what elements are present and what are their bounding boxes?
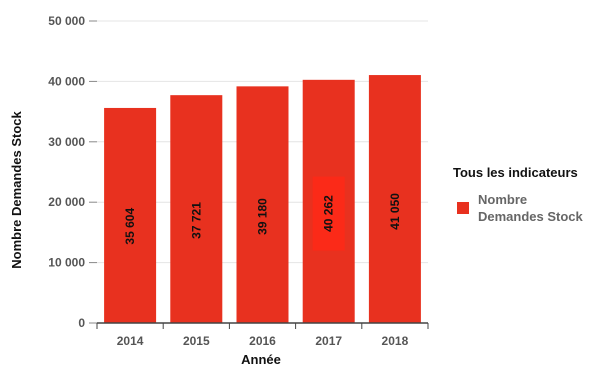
data-label-2018: 41 050 bbox=[388, 193, 402, 230]
y-tick-label: 20 000 bbox=[48, 195, 85, 209]
x-tick-label: 2016 bbox=[249, 334, 276, 348]
x-tick-label: 2014 bbox=[117, 334, 144, 348]
bars: 35 604 37 721 39 180 40 262 41 050 bbox=[104, 75, 421, 323]
y-tick-label: 10 000 bbox=[48, 256, 85, 270]
legend-title: Tous les indicateurs bbox=[453, 165, 578, 180]
bar-2015[interactable] bbox=[170, 95, 223, 323]
y-tick-label: 0 bbox=[78, 316, 85, 330]
y-axis: 0 10 000 20 000 30 000 40 000 50 000 bbox=[48, 14, 97, 330]
bar-2014[interactable] bbox=[104, 107, 157, 323]
bar-2016[interactable] bbox=[236, 86, 289, 323]
bar-2018[interactable] bbox=[368, 75, 421, 323]
y-tick-label: 40 000 bbox=[48, 74, 85, 88]
data-label-2016: 39 180 bbox=[256, 198, 270, 235]
x-axis-title: Année bbox=[241, 352, 281, 367]
data-label-2015: 37 721 bbox=[189, 202, 203, 239]
data-label-2017: 40 262 bbox=[322, 195, 336, 232]
legend: Tous les indicateurs Nombre Demandes Sto… bbox=[453, 165, 584, 224]
y-axis-title: Nombre Demandes Stock bbox=[9, 110, 24, 268]
x-axis: 2014 2015 2016 2017 2018 bbox=[96, 322, 429, 348]
data-label-2014: 35 604 bbox=[123, 208, 137, 245]
legend-entry-label[interactable]: Nombre Demandes Stock bbox=[478, 192, 584, 224]
y-tick-label: 30 000 bbox=[48, 135, 85, 149]
x-tick-label: 2015 bbox=[183, 334, 210, 348]
data-label-highlight bbox=[312, 176, 345, 251]
y-tick-label: 50 000 bbox=[48, 14, 85, 28]
legend-swatch[interactable] bbox=[457, 202, 469, 214]
x-tick-label: 2018 bbox=[382, 334, 409, 348]
x-tick-label: 2017 bbox=[315, 334, 342, 348]
